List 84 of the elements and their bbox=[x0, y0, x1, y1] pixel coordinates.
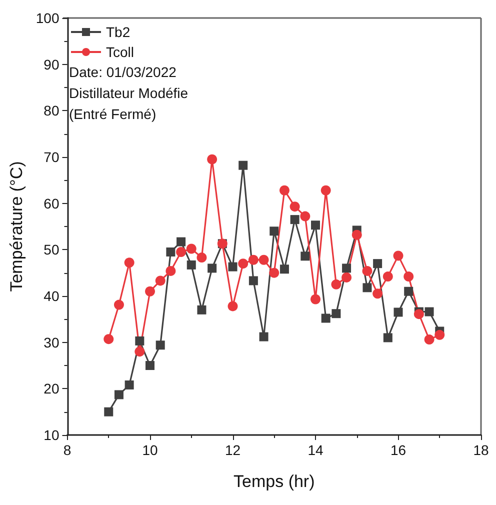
y-axis-title: Température (°C) bbox=[7, 161, 26, 292]
point bbox=[269, 268, 280, 278]
point bbox=[290, 215, 300, 224]
point bbox=[166, 266, 176, 276]
point bbox=[166, 247, 176, 256]
point bbox=[362, 283, 372, 292]
point bbox=[155, 276, 166, 286]
point bbox=[258, 254, 269, 265]
x-tick-label: 8 bbox=[63, 442, 72, 458]
legend-label: Tcoll bbox=[106, 44, 134, 60]
point bbox=[104, 407, 114, 416]
y-tick-label: 20 bbox=[44, 380, 60, 397]
point bbox=[394, 308, 403, 317]
y-tick-label: 40 bbox=[44, 288, 60, 304]
point bbox=[290, 202, 300, 212]
point bbox=[424, 334, 434, 345]
point bbox=[145, 286, 156, 296]
point bbox=[280, 264, 289, 274]
point bbox=[197, 305, 206, 314]
point bbox=[404, 272, 414, 282]
point bbox=[124, 380, 134, 390]
annotation: (Entré Fermé) bbox=[69, 106, 156, 122]
point bbox=[228, 301, 238, 312]
annotation: Distillateur Modéfie bbox=[69, 85, 188, 101]
point bbox=[114, 390, 124, 400]
point bbox=[311, 220, 320, 230]
y-tick-label: 70 bbox=[44, 149, 60, 165]
point bbox=[248, 276, 258, 286]
point bbox=[135, 336, 144, 346]
point bbox=[331, 279, 342, 290]
point bbox=[176, 246, 186, 257]
point bbox=[372, 288, 383, 299]
x-tick-label: 14 bbox=[308, 442, 324, 458]
point bbox=[270, 226, 279, 236]
point bbox=[321, 314, 330, 323]
point bbox=[342, 272, 352, 282]
point bbox=[196, 252, 207, 263]
x-tick-label: 12 bbox=[224, 442, 241, 458]
point bbox=[228, 262, 238, 272]
point bbox=[186, 244, 196, 254]
legend-label: Tb2 bbox=[106, 24, 130, 40]
point bbox=[310, 294, 321, 304]
point bbox=[238, 258, 248, 269]
point bbox=[434, 330, 445, 340]
point bbox=[300, 252, 310, 261]
point bbox=[424, 307, 434, 316]
y-tick-label: 100 bbox=[36, 10, 60, 26]
point bbox=[156, 340, 165, 350]
y-tick-label: 60 bbox=[44, 195, 60, 212]
point bbox=[404, 286, 414, 296]
point bbox=[414, 309, 424, 320]
x-tick-label: 16 bbox=[390, 442, 406, 458]
x-tick-label: 10 bbox=[142, 442, 158, 458]
y-tick-label: 30 bbox=[44, 334, 60, 350]
point bbox=[134, 346, 145, 357]
point bbox=[104, 334, 114, 344]
y-tick-label: 90 bbox=[44, 56, 60, 72]
point bbox=[342, 264, 352, 273]
point bbox=[300, 211, 310, 222]
y-tick-label: 50 bbox=[44, 242, 60, 258]
point bbox=[382, 272, 393, 282]
point bbox=[393, 250, 404, 261]
point bbox=[383, 333, 392, 342]
point bbox=[238, 160, 248, 170]
x-tick-label: 18 bbox=[473, 442, 489, 458]
point bbox=[176, 237, 186, 246]
point bbox=[114, 300, 124, 310]
y-tick-label: 10 bbox=[44, 427, 60, 443]
annotation: Date: 01/03/2022 bbox=[69, 64, 177, 80]
point bbox=[186, 260, 196, 270]
point bbox=[362, 266, 372, 276]
point bbox=[259, 332, 268, 342]
point bbox=[332, 309, 341, 318]
point bbox=[373, 259, 382, 268]
point bbox=[279, 185, 290, 196]
point bbox=[146, 361, 155, 370]
point bbox=[248, 254, 258, 265]
point bbox=[352, 230, 362, 240]
point bbox=[207, 154, 218, 164]
y-tick-label: 80 bbox=[44, 102, 60, 119]
x-axis-title: Temps (hr) bbox=[234, 472, 315, 491]
point bbox=[320, 185, 331, 196]
point bbox=[124, 258, 134, 268]
point bbox=[208, 264, 217, 273]
